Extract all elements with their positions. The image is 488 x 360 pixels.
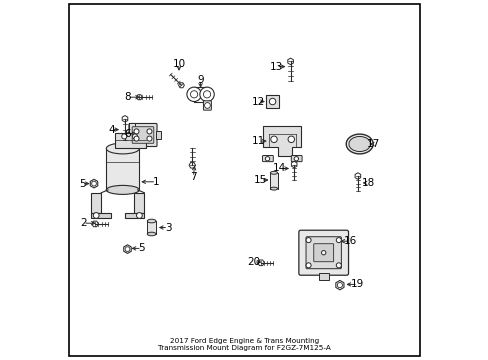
Circle shape (305, 263, 310, 268)
Ellipse shape (106, 143, 139, 154)
Ellipse shape (348, 136, 370, 152)
Circle shape (204, 103, 210, 108)
Polygon shape (178, 83, 184, 88)
FancyBboxPatch shape (156, 131, 161, 139)
Polygon shape (106, 149, 139, 190)
Polygon shape (92, 221, 98, 227)
Ellipse shape (346, 134, 372, 154)
Polygon shape (147, 221, 156, 234)
Polygon shape (287, 58, 293, 65)
Circle shape (136, 212, 142, 218)
Text: 5: 5 (138, 243, 145, 253)
Circle shape (190, 91, 197, 98)
Polygon shape (90, 179, 98, 188)
FancyBboxPatch shape (262, 156, 273, 162)
Polygon shape (270, 173, 277, 189)
Circle shape (287, 136, 294, 143)
Text: 18: 18 (361, 178, 375, 188)
FancyBboxPatch shape (115, 133, 146, 148)
Circle shape (294, 157, 298, 161)
Polygon shape (189, 162, 195, 168)
Polygon shape (136, 95, 142, 100)
Text: 4: 4 (108, 125, 114, 135)
Polygon shape (122, 116, 127, 122)
Text: 10: 10 (172, 59, 185, 69)
Text: 6: 6 (124, 129, 131, 139)
Circle shape (336, 263, 341, 268)
Text: 20: 20 (246, 257, 260, 267)
Text: 13: 13 (269, 62, 282, 72)
FancyBboxPatch shape (291, 156, 302, 162)
FancyBboxPatch shape (265, 95, 279, 108)
Text: 14: 14 (273, 163, 286, 174)
Circle shape (270, 136, 277, 143)
FancyBboxPatch shape (91, 212, 111, 218)
Text: 11: 11 (252, 136, 265, 146)
FancyBboxPatch shape (318, 274, 328, 280)
Polygon shape (291, 161, 296, 168)
Text: 2017 Ford Edge Engine & Trans Mounting
Transmission Mount Diagram for F2GZ-7M125: 2017 Ford Edge Engine & Trans Mounting T… (158, 338, 330, 351)
Circle shape (93, 212, 99, 218)
Ellipse shape (147, 232, 156, 236)
FancyBboxPatch shape (203, 101, 211, 110)
FancyBboxPatch shape (124, 212, 144, 218)
Circle shape (134, 136, 139, 141)
Circle shape (203, 91, 210, 98)
Circle shape (336, 238, 341, 243)
Text: 8: 8 (124, 92, 131, 102)
Circle shape (146, 129, 152, 134)
Ellipse shape (147, 219, 156, 223)
Text: 3: 3 (164, 222, 171, 233)
Text: 12: 12 (251, 96, 264, 107)
Polygon shape (263, 126, 301, 156)
Text: 15: 15 (254, 175, 267, 185)
Circle shape (186, 87, 201, 102)
Circle shape (321, 251, 325, 255)
Circle shape (132, 134, 137, 139)
Text: 2: 2 (80, 218, 86, 228)
FancyBboxPatch shape (305, 237, 341, 269)
FancyBboxPatch shape (298, 230, 348, 275)
Polygon shape (335, 280, 343, 290)
FancyBboxPatch shape (129, 122, 135, 133)
FancyBboxPatch shape (129, 123, 157, 147)
Polygon shape (354, 173, 360, 179)
Polygon shape (257, 260, 264, 266)
FancyBboxPatch shape (134, 193, 144, 212)
Ellipse shape (270, 187, 277, 190)
Text: 9: 9 (197, 75, 203, 85)
Text: 16: 16 (344, 236, 357, 246)
Circle shape (305, 238, 310, 243)
FancyBboxPatch shape (132, 127, 153, 143)
Text: 5: 5 (79, 179, 85, 189)
Polygon shape (123, 245, 131, 253)
Text: 17: 17 (366, 139, 379, 149)
Ellipse shape (270, 171, 277, 174)
Circle shape (269, 98, 275, 105)
Circle shape (200, 87, 214, 102)
Ellipse shape (106, 185, 139, 194)
Text: 19: 19 (350, 279, 364, 289)
Circle shape (265, 157, 269, 161)
FancyBboxPatch shape (313, 244, 333, 262)
Circle shape (146, 136, 152, 141)
Circle shape (134, 129, 139, 134)
FancyBboxPatch shape (91, 193, 101, 212)
Circle shape (122, 134, 126, 139)
Text: 7: 7 (190, 172, 196, 182)
Text: 1: 1 (153, 177, 159, 187)
